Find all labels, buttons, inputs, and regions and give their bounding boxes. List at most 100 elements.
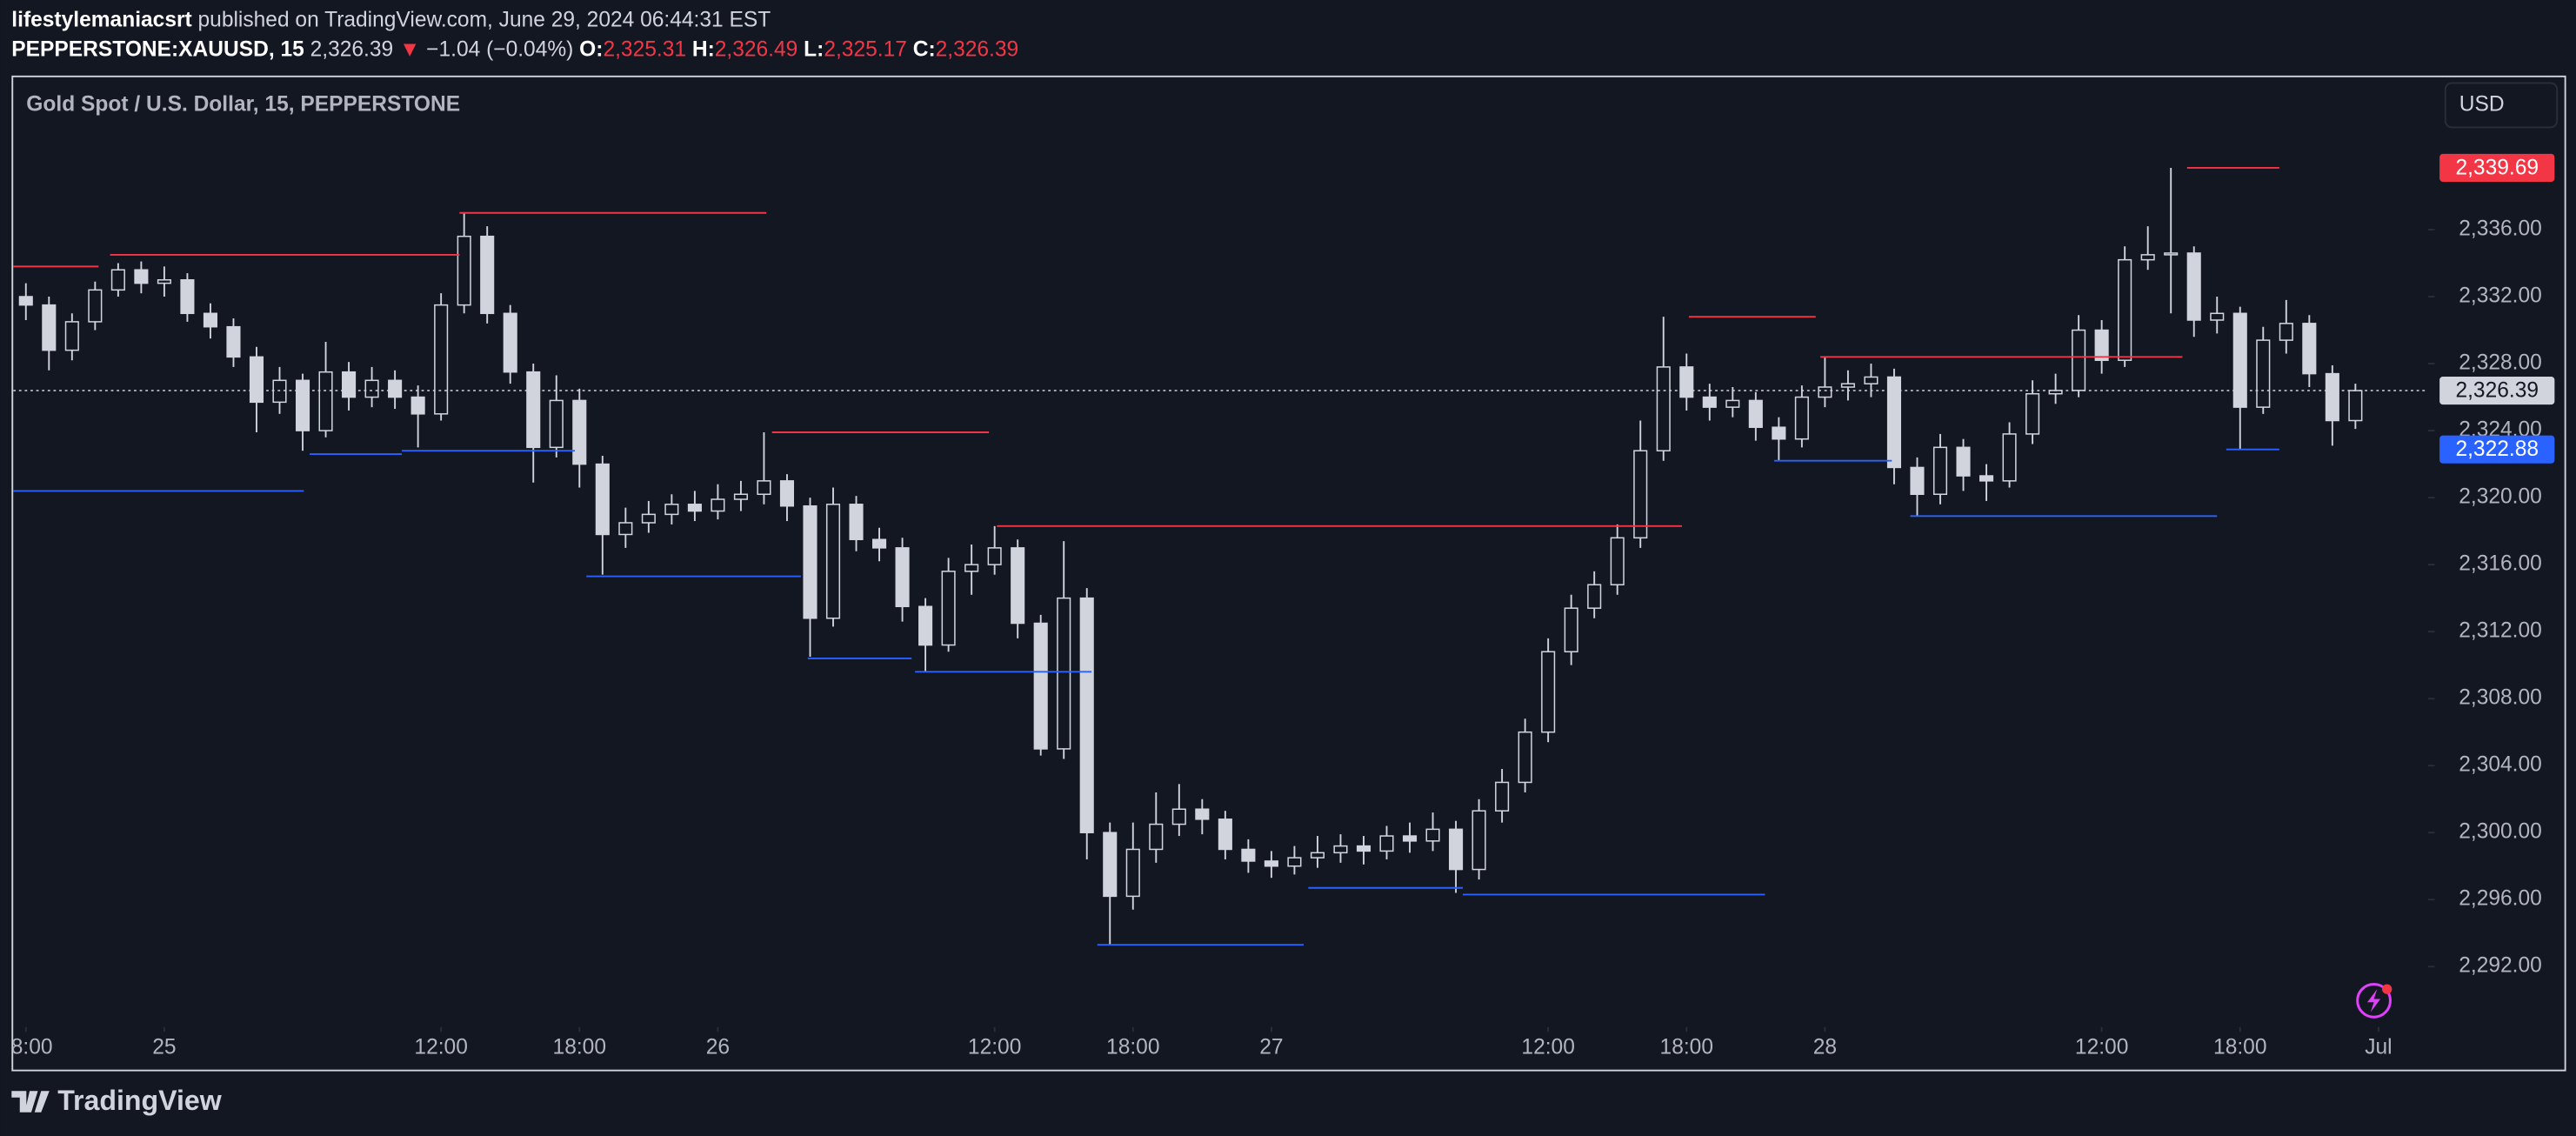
open-label: O: xyxy=(579,38,603,62)
candle-body xyxy=(572,399,587,465)
change: −1.04 (−0.04%) xyxy=(426,38,573,62)
candle-body xyxy=(779,480,795,507)
y-tick-label: 2,312.00 xyxy=(2459,619,2542,643)
candle-body xyxy=(318,371,333,431)
candle-body xyxy=(733,493,748,500)
footer-logo: TradingView xyxy=(11,1085,223,1116)
y-tick-label: 2,316.00 xyxy=(2459,552,2542,576)
candle-body xyxy=(1886,376,1902,469)
candle-body xyxy=(1541,651,1556,733)
candle-body xyxy=(1125,848,1140,898)
candle-body xyxy=(2118,258,2132,361)
candle-body xyxy=(1818,386,1832,398)
candle-body xyxy=(1656,366,1671,451)
candle-body xyxy=(2186,252,2201,321)
high-label: H: xyxy=(692,38,715,62)
price-badge xyxy=(2439,153,2555,183)
candle-body xyxy=(410,396,425,415)
candle-body xyxy=(641,513,656,524)
candle-body xyxy=(1011,547,1025,625)
candle-body xyxy=(1910,466,1925,496)
candle-body xyxy=(1149,823,1164,851)
candle-body xyxy=(1840,383,1855,388)
x-tick-label: 18:00 xyxy=(1106,1036,1159,1059)
y-tick-label: 2,304.00 xyxy=(2459,753,2542,777)
candle-body xyxy=(687,504,702,512)
last: 2,326.39 xyxy=(310,38,394,62)
arrow: ▼ xyxy=(399,38,420,62)
price-badge xyxy=(2439,435,2555,464)
currency-label[interactable]: USD xyxy=(2459,92,2505,116)
candle-body xyxy=(849,504,864,540)
candle-body xyxy=(2002,433,2017,482)
chart-frame xyxy=(11,75,2566,1072)
currency-button[interactable] xyxy=(2444,82,2559,129)
candle-body xyxy=(1379,835,1394,852)
x-tick-label: 12:00 xyxy=(1521,1036,1574,1059)
candle-body xyxy=(1449,828,1464,871)
plot xyxy=(13,167,2428,946)
y-tick-label: 2,292.00 xyxy=(2459,954,2542,978)
candle-body xyxy=(88,289,103,323)
candle-body xyxy=(664,504,679,516)
candle-body xyxy=(1610,537,1625,585)
time-axis: 18:00 25 12:00 18:00 26 12:00 18:00 27 12:00 18:0… xyxy=(0,1026,2392,1059)
candle-body xyxy=(987,547,1002,565)
x-tick-label: 18:00 xyxy=(553,1036,606,1059)
candle-body xyxy=(42,304,57,351)
candle-body xyxy=(1425,828,1440,842)
y-tick-label: 2,308.00 xyxy=(2459,686,2542,710)
low-label: L: xyxy=(804,38,824,62)
lightning-icon[interactable] xyxy=(2356,982,2392,1019)
candle-body xyxy=(803,505,818,619)
x-tick-label: Jul xyxy=(2365,1036,2392,1059)
icon-dot xyxy=(2382,984,2392,994)
candle-body xyxy=(2279,323,2293,341)
candle-body xyxy=(1633,450,1648,539)
candle-body xyxy=(1264,860,1278,867)
open: 2,325.31 xyxy=(603,38,686,62)
candle-body xyxy=(549,399,564,449)
y-tick-label: 2,336.00 xyxy=(2459,217,2542,240)
candle-body xyxy=(964,564,979,572)
candle-body xyxy=(1956,446,1971,477)
x-tick-label: 18:00 xyxy=(0,1036,53,1059)
candle-body xyxy=(1356,845,1371,852)
candle-body xyxy=(2325,372,2339,422)
candle-body xyxy=(272,379,287,404)
candle-body xyxy=(503,312,517,373)
candle-body xyxy=(526,371,541,449)
candle-body xyxy=(249,356,264,404)
candle-body xyxy=(134,269,149,284)
candle-body xyxy=(1495,781,1510,812)
candle-body xyxy=(1057,597,1071,750)
candle-body xyxy=(1402,835,1418,842)
icon-ring xyxy=(2356,982,2392,1019)
candle-body xyxy=(2140,254,2155,261)
candle-body xyxy=(1079,597,1094,833)
candle-body xyxy=(1748,399,1763,428)
price-badge-label: 2,339.69 xyxy=(2455,156,2539,179)
candle-body xyxy=(895,547,910,608)
candle-body xyxy=(825,504,841,619)
x-tick-label: 12:00 xyxy=(414,1036,467,1059)
candle-body xyxy=(2025,392,2040,435)
y-tick-label: 2,296.00 xyxy=(2459,887,2542,911)
x-tick-label: 18:00 xyxy=(2213,1036,2266,1059)
x-tick-label: 12:00 xyxy=(2075,1036,2128,1059)
candle-body xyxy=(226,325,241,358)
candle-body xyxy=(711,498,725,512)
candle-body xyxy=(2302,323,2317,375)
candle-body xyxy=(295,379,310,431)
candle-body xyxy=(1171,808,1186,825)
candle-body xyxy=(918,605,933,646)
logo-mark xyxy=(11,1091,50,1113)
x-tick-label: 12:00 xyxy=(968,1036,1021,1059)
candle-body xyxy=(1725,399,1740,408)
candle-body xyxy=(1564,607,1578,653)
candle-body xyxy=(1033,622,1048,750)
candle-body xyxy=(2072,329,2086,391)
candle-body xyxy=(2094,329,2109,361)
